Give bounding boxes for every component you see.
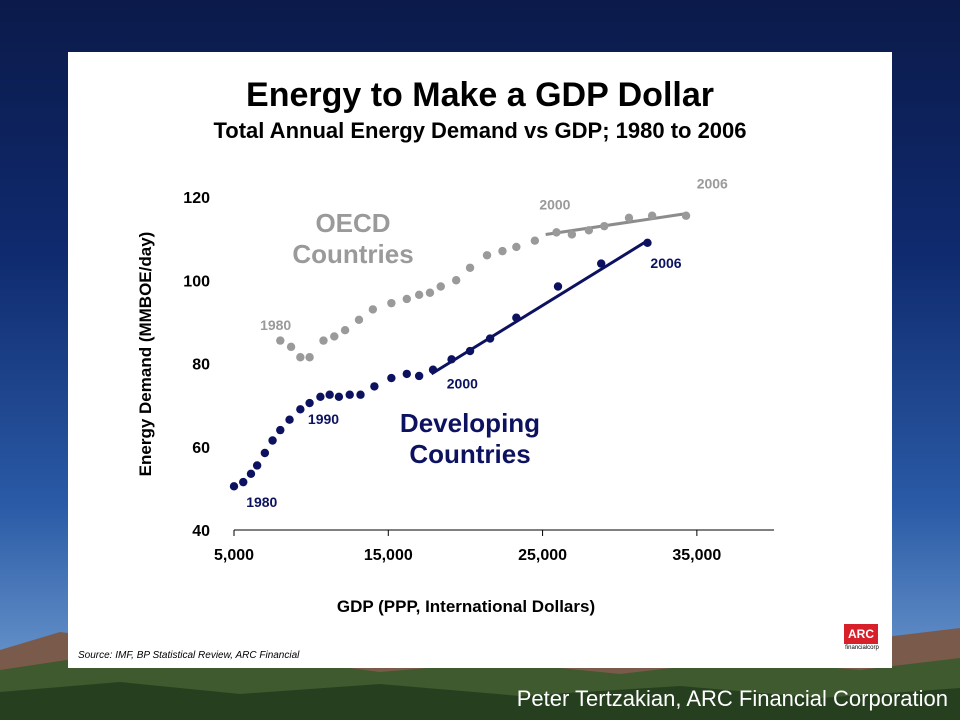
oecd-year-label: 2006 xyxy=(697,176,728,192)
developing-point xyxy=(229,482,239,491)
oecd-point xyxy=(552,228,561,237)
oecd-year-label: 1980 xyxy=(260,317,291,333)
x-tick-label: 5,000 xyxy=(214,547,254,564)
oecd-point xyxy=(512,242,521,252)
y-tick-label: 40 xyxy=(192,523,210,540)
developing-year-label: 2006 xyxy=(650,255,681,271)
oecd-point xyxy=(276,336,285,345)
developing-point xyxy=(239,477,248,487)
oecd-point xyxy=(425,288,435,297)
footer-credit: Peter Tertzakian, ARC Financial Corporat… xyxy=(516,686,948,711)
developing-point xyxy=(447,355,456,364)
y-tick-label: 80 xyxy=(192,357,210,374)
oecd-point xyxy=(498,246,507,256)
developing-series-label-line: Countries xyxy=(409,439,530,469)
developing-point xyxy=(334,392,344,401)
developing-point xyxy=(387,373,396,383)
oecd-year-label: 2000 xyxy=(539,196,570,212)
developing-point xyxy=(512,313,521,322)
developing-point xyxy=(643,238,652,247)
oecd-series-label-line: Countries xyxy=(292,239,413,269)
oecd-point xyxy=(340,326,350,335)
data-points xyxy=(229,211,691,491)
oecd-point xyxy=(451,276,461,285)
oecd-point xyxy=(305,353,314,362)
developing-point xyxy=(285,415,294,424)
oecd-point xyxy=(600,221,609,231)
developing-point xyxy=(465,346,475,356)
oecd-trend-line xyxy=(545,212,687,236)
developing-point xyxy=(252,461,262,470)
oecd-point xyxy=(482,251,492,260)
axes: 5,000 15,000 25,000 35,000 40 60 80 100 120 xyxy=(183,190,774,564)
developing-point xyxy=(268,436,277,445)
source-note: Source: IMF, BP Statistical Review, ARC … xyxy=(78,650,300,661)
logo-subtext: financialcorp xyxy=(845,645,879,651)
developing-point xyxy=(553,282,563,291)
developing-point xyxy=(402,369,411,379)
developing-year-label: 1990 xyxy=(308,411,339,427)
x-tick-label: 15,000 xyxy=(364,547,413,564)
oecd-point xyxy=(368,305,378,314)
oecd-point xyxy=(414,290,424,300)
developing-point xyxy=(316,392,325,401)
oecd-point xyxy=(584,226,594,235)
developing-point xyxy=(428,365,438,374)
developing-point xyxy=(276,425,285,435)
developing-point xyxy=(485,334,495,343)
developing-series-label-line: Developing xyxy=(400,408,540,438)
y-tick-label: 120 xyxy=(183,190,210,207)
developing-series-label: Developing Countries xyxy=(400,408,540,469)
scatter-chart: 5,000 15,000 25,000 35,000 40 60 80 100 120 1980… xyxy=(136,176,774,616)
oecd-point xyxy=(387,298,396,308)
developing-point xyxy=(325,390,334,399)
developing-point xyxy=(296,405,305,414)
y-tick-label: 60 xyxy=(192,440,210,457)
x-axis-label: GDP (PPP, International Dollars) xyxy=(337,597,595,616)
developing-year-label: 2000 xyxy=(447,375,478,391)
oecd-series-label: OECD Countries xyxy=(292,208,413,269)
oecd-point xyxy=(296,353,305,362)
logo-mark: ARC xyxy=(844,624,878,644)
chart-panel: Energy to Make a GDP Dollar Total Annual… xyxy=(68,52,892,668)
oecd-point xyxy=(402,294,411,304)
developing-point xyxy=(414,371,424,381)
developing-point xyxy=(246,469,256,479)
oecd-point xyxy=(624,213,634,223)
oecd-point xyxy=(681,211,691,220)
oecd-point xyxy=(647,211,657,220)
chart-subtitle: Total Annual Energy Demand vs GDP; 1980 … xyxy=(213,118,747,143)
y-axis-label: Energy Demand (MMBOE/day) xyxy=(136,232,155,477)
developing-point xyxy=(305,398,314,408)
oecd-point xyxy=(286,342,296,352)
x-tick-label: 35,000 xyxy=(672,547,721,564)
developing-point xyxy=(260,448,270,458)
developing-year-label: 1980 xyxy=(246,494,277,510)
arc-logo: ARC financialcorp xyxy=(844,624,880,654)
developing-point xyxy=(345,390,354,399)
oecd-point xyxy=(530,236,540,245)
oecd-series-label-line: OECD xyxy=(315,208,390,238)
oecd-point xyxy=(465,263,475,272)
developing-trend-line xyxy=(430,239,649,376)
y-tick-label: 100 xyxy=(183,273,210,290)
oecd-point xyxy=(330,332,339,341)
oecd-point xyxy=(436,282,445,291)
x-tick-label: 25,000 xyxy=(518,547,567,564)
oecd-point xyxy=(567,230,577,239)
developing-point xyxy=(597,259,606,268)
chart-title: Energy to Make a GDP Dollar xyxy=(246,76,714,114)
oecd-point xyxy=(319,336,328,345)
developing-point xyxy=(356,390,365,399)
oecd-point xyxy=(354,315,364,324)
developing-point xyxy=(370,382,379,391)
